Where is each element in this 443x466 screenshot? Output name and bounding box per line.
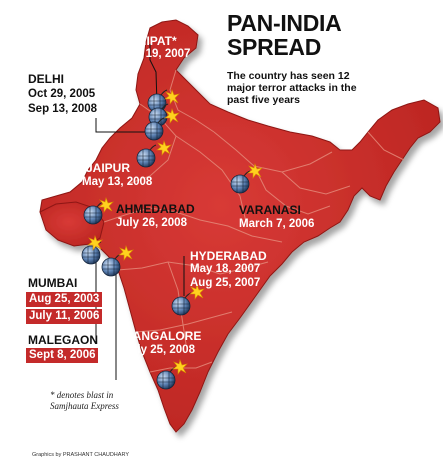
state-borders [103,69,405,373]
city-label-jaipur: JAIPUR [86,161,131,175]
city-label-hyderabad: HYDERABAD [190,249,267,263]
graphics-credit: Graphics by PRASHANT CHAUDHARY [32,452,129,458]
city-label-delhi: DELHI [28,72,64,86]
date-label-hyderabad-2: Aug 25, 2007 [190,277,261,289]
page-subtitle: The country has seen 12 major terror att… [227,70,357,106]
date-box-mumbai-2: July 11, 2006 [26,309,103,324]
date-label-delhi-2: Sep 13, 2008 [28,103,98,115]
date-label-bangalore: July 25, 2008 [124,344,195,356]
date-label-varanasi: March 7, 2006 [239,218,315,230]
city-label-mumbai: MUMBAI [28,276,78,290]
date-box-mumbai-1: Aug 25, 2003 [26,292,103,307]
date-label-hyderabad-1: May 18, 2007 [190,263,261,275]
page-title-line2: SPREAD [227,34,322,60]
footnote: * denotes blast in Samjhauta Express [50,390,119,411]
date-label-ahmedabad: July 26, 2008 [116,217,187,229]
leader-lines [95,44,185,380]
india-outline [39,19,441,433]
page-title-line1: PAN-INDIA [227,10,342,36]
city-label-bangalore: BANGALORE [124,329,202,343]
date-label-panipat: Feb 19, 2007 [122,48,191,60]
date-box-malegaon: Sept 8, 2006 [26,348,99,363]
city-label-malegaon: MALEGAON [28,333,98,347]
date-label-jaipur: May 13, 2008 [82,176,153,188]
city-label-ahmedabad: AHMEDABAD [116,202,195,216]
city-label-panipat: PANIPAT* [122,34,177,48]
date-label-delhi-1: Oct 29, 2005 [28,88,96,100]
city-label-varanasi: VARANASI [239,203,301,217]
